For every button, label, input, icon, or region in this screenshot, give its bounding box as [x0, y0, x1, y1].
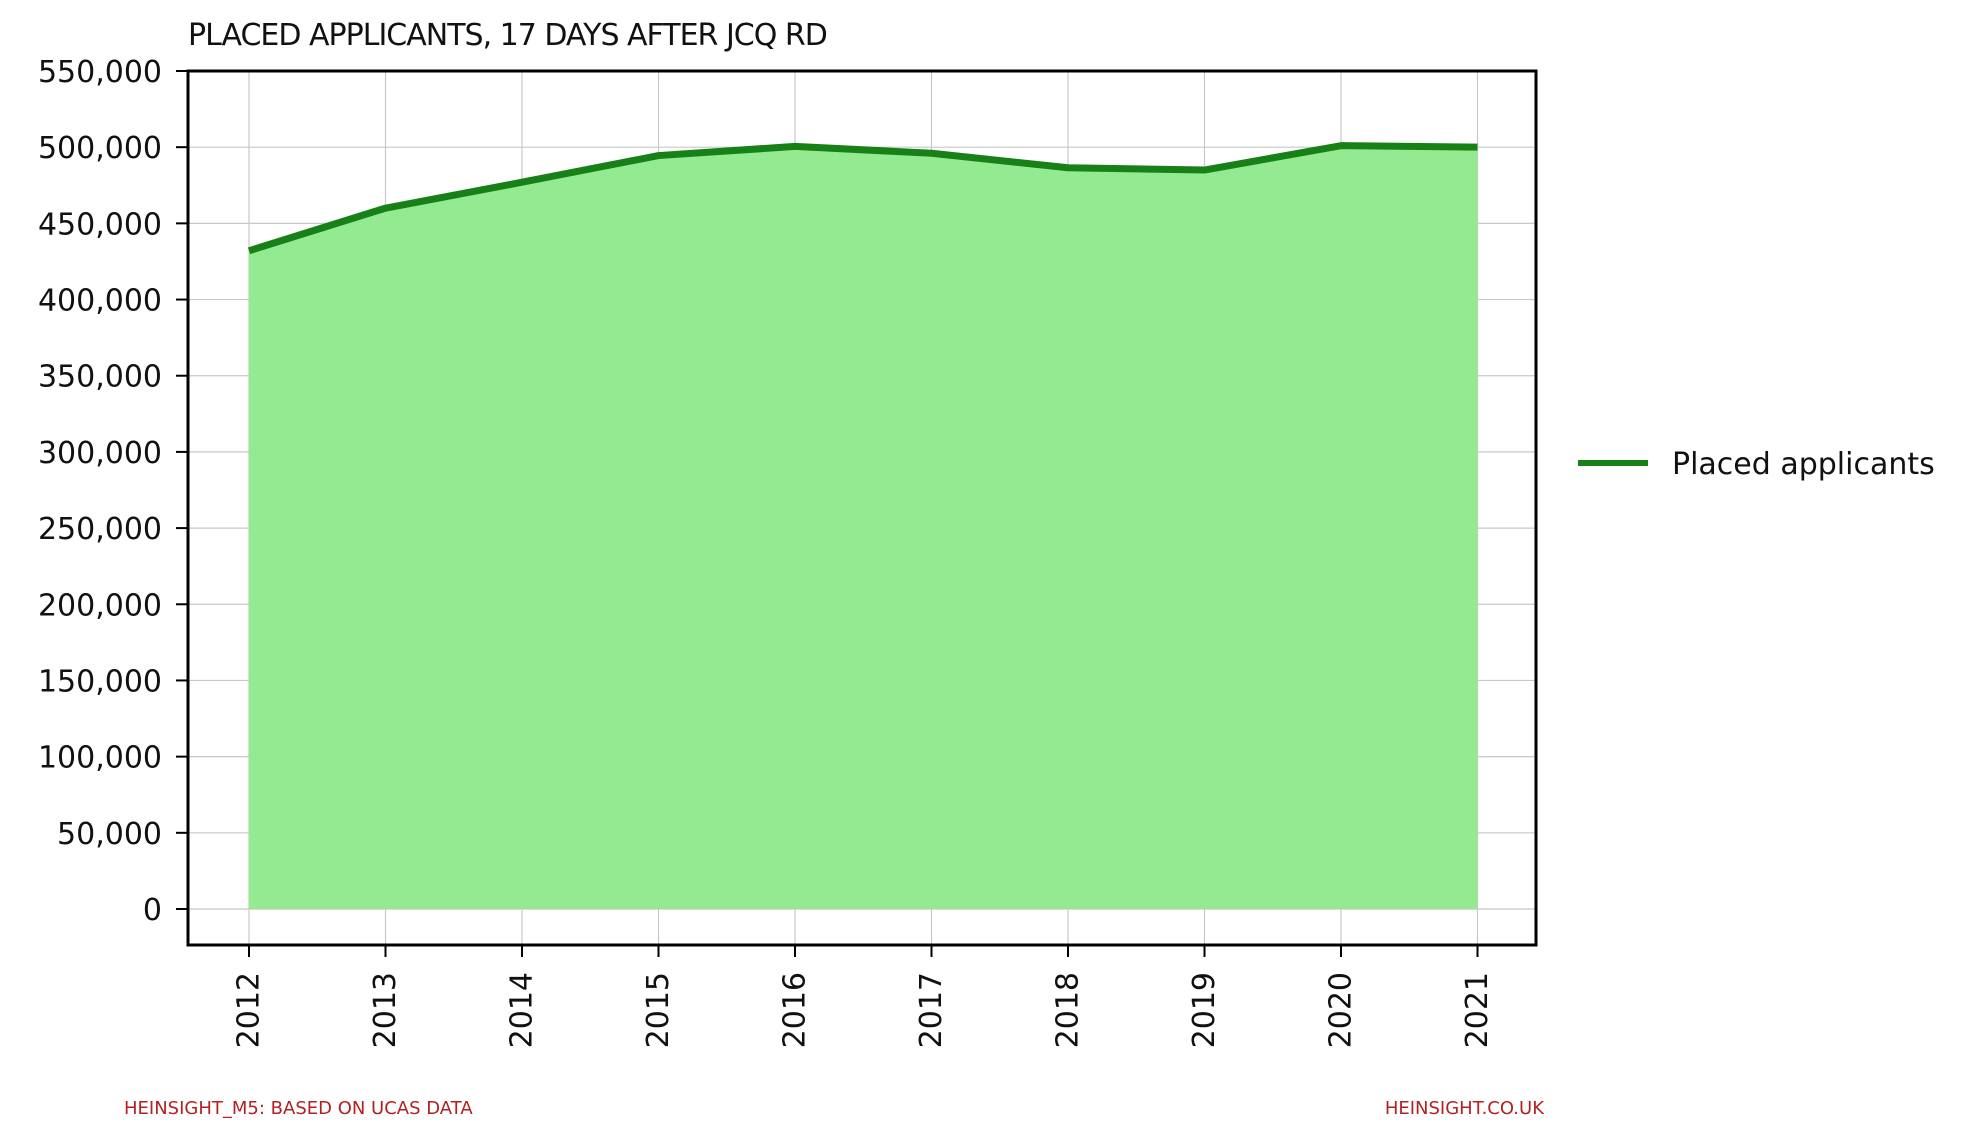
x-axis: 2012 2013 2014 2015 2016 2017 2018 2019 2020 2021 — [232, 945, 1495, 1048]
series-line-layer — [247, 142, 1478, 255]
plot-frame — [186, 69, 1538, 947]
x-tick-label: 2021 — [1460, 972, 1495, 1048]
footer-website: HEINSIGHT.CO.UK — [1385, 1098, 1545, 1119]
y-tick-label: 550,000 — [38, 55, 162, 90]
y-tick-label: 500,000 — [38, 131, 162, 166]
chart-title: PLACED APPLICANTS, 17 DAYS AFTER JCQ RD — [188, 18, 827, 53]
y-tick-label: 0 — [143, 893, 162, 928]
footer-source: HEINSIGHT_M5: BASED ON UCAS DATA — [124, 1098, 473, 1119]
legend: Placed applicants — [1578, 447, 1935, 482]
area-fill-layer — [249, 145, 1478, 909]
x-tick-label: 2014 — [505, 972, 540, 1048]
x-tick-label: 2012 — [232, 972, 267, 1048]
x-tick-label: 2020 — [1324, 972, 1359, 1048]
y-tick-label: 100,000 — [38, 741, 162, 776]
series-line-placed-applicants — [247, 142, 1478, 255]
x-tick-label: 2018 — [1051, 972, 1086, 1048]
y-tick-label: 450,000 — [38, 207, 162, 242]
y-tick-label: 350,000 — [38, 360, 162, 395]
x-tick-label: 2019 — [1187, 972, 1222, 1048]
x-tick-label: 2016 — [778, 972, 813, 1048]
legend-label: Placed applicants — [1672, 447, 1935, 482]
y-tick-label: 50,000 — [57, 817, 162, 852]
y-tick-label: 300,000 — [38, 436, 162, 471]
y-tick-label: 400,000 — [38, 284, 162, 319]
y-tick-label: 250,000 — [38, 512, 162, 547]
y-axis: 0 50,000 100,000 150,000 200,000 250,000 300,0… — [38, 55, 188, 928]
x-tick-label: 2013 — [368, 972, 403, 1048]
y-tick-label: 150,000 — [38, 664, 162, 699]
x-tick-label: 2017 — [914, 972, 949, 1048]
x-tick-label: 2015 — [641, 972, 676, 1048]
area-fill — [249, 145, 1478, 909]
y-tick-label: 200,000 — [38, 588, 162, 623]
